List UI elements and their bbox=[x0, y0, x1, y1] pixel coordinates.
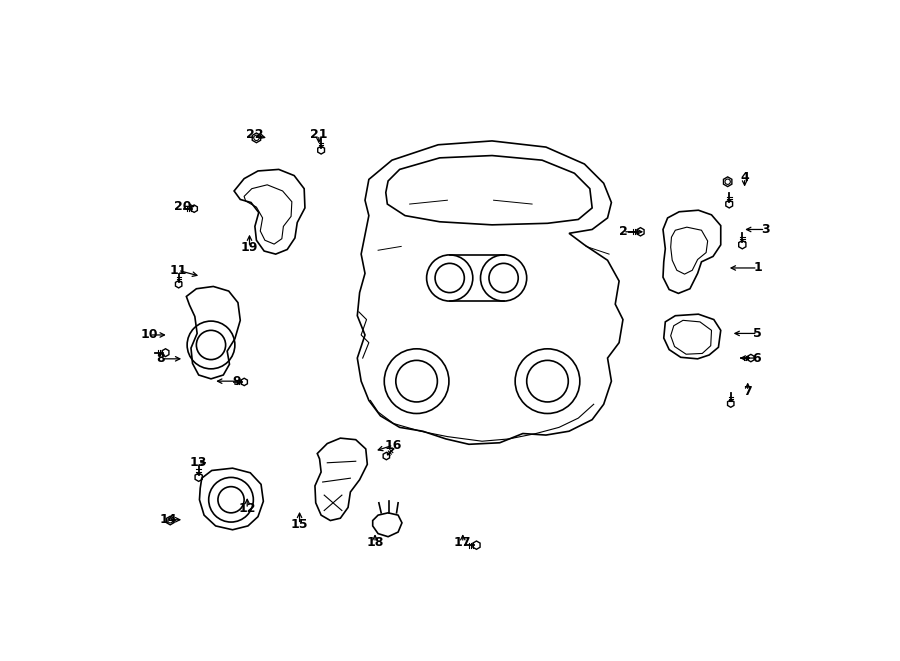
Text: 2: 2 bbox=[618, 225, 627, 238]
Text: 5: 5 bbox=[753, 327, 762, 340]
Text: 14: 14 bbox=[160, 513, 177, 526]
Text: 10: 10 bbox=[140, 329, 158, 342]
Text: 8: 8 bbox=[157, 352, 166, 366]
Text: 12: 12 bbox=[238, 502, 256, 516]
Text: 9: 9 bbox=[232, 375, 240, 387]
Text: 7: 7 bbox=[743, 385, 752, 398]
Text: 22: 22 bbox=[246, 128, 264, 141]
Text: 16: 16 bbox=[385, 438, 402, 451]
Text: 21: 21 bbox=[310, 128, 328, 141]
Text: 17: 17 bbox=[454, 536, 472, 549]
Text: 4: 4 bbox=[740, 171, 749, 184]
Text: 6: 6 bbox=[752, 352, 760, 365]
Text: 18: 18 bbox=[366, 536, 383, 549]
Text: 20: 20 bbox=[174, 200, 192, 213]
Text: 3: 3 bbox=[761, 223, 770, 236]
Text: 15: 15 bbox=[291, 518, 309, 531]
Text: 13: 13 bbox=[189, 456, 207, 469]
Text: 1: 1 bbox=[753, 262, 762, 274]
Text: 19: 19 bbox=[241, 241, 258, 254]
Text: 11: 11 bbox=[169, 264, 186, 277]
